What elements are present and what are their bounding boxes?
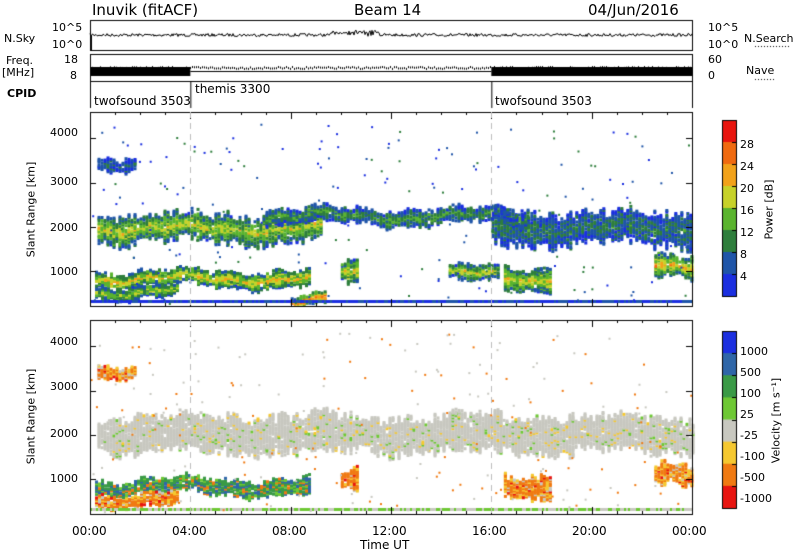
xtick-4: 16:00 (472, 524, 507, 538)
freq-tick-bottom: 8 (70, 69, 77, 82)
station-title: Inuvik (fitACF) (92, 1, 199, 19)
nsky-tick-bottom: 10^0 (52, 38, 83, 51)
vel-cb-tick-100: 100 (740, 387, 761, 400)
power-cb-tick-16: 16 (740, 204, 754, 217)
cpid-segment-2: themis 3300 (195, 82, 271, 96)
velocity-ytick-4000: 4000 (50, 335, 78, 348)
cpid-segment-1: twofsound 3503 (94, 94, 191, 108)
vel-cb-tick-500: 500 (740, 366, 761, 379)
xtick-3: 12:00 (372, 524, 407, 538)
velocity-ytick-2000: 2000 (50, 427, 78, 440)
power-cb-tick-28: 28 (740, 138, 754, 151)
power-ytick-1000: 1000 (50, 265, 78, 278)
cpid-label: CPID (7, 87, 37, 100)
date-label: 04/Jun/2016 (588, 1, 679, 19)
xtick-5: 20:00 (572, 524, 607, 538)
power-cb-tick-8: 8 (740, 248, 747, 261)
vel-cb-tick-m1000: -1000 (740, 492, 772, 505)
nave-tick-top: 60 (708, 53, 722, 66)
xtick-6: 00:00 (672, 524, 707, 538)
vel-cb-tick-25: 25 (740, 408, 754, 421)
velocity-ytick-1000: 1000 (50, 472, 78, 485)
power-ytick-3000: 3000 (50, 175, 78, 188)
power-cb-tick-4: 4 (740, 270, 747, 283)
xtick-2: 08:00 (272, 524, 307, 538)
vel-cb-tick-m100: -100 (740, 450, 765, 463)
xtick-1: 04:00 (172, 524, 207, 538)
nsearch-label: N.Search (744, 32, 794, 45)
nave-label: Nave (746, 64, 775, 77)
freq-unit: [MHz] (2, 66, 35, 79)
freq-label: Freq. (6, 54, 34, 67)
nave-tick-bottom: 0 (708, 69, 715, 82)
power-ytick-2000: 2000 (50, 221, 78, 234)
power-ylabel: Slant Range [km] (24, 161, 38, 258)
velocity-colorbar-label: Velocity [m s⁻¹] (769, 377, 783, 464)
nsearch-tick-top: 10^5 (708, 21, 739, 34)
power-colorbar-label: Power [dB] (762, 179, 776, 240)
cpid-segment-3: twofsound 3503 (495, 94, 592, 108)
nsearch-tick-bottom: 10^0 (708, 38, 739, 51)
nsky-tick-top: 10^5 (52, 21, 83, 34)
beam-label: Beam 14 (354, 1, 422, 19)
power-cb-tick-20: 20 (740, 182, 754, 195)
nsky-label: N.Sky (4, 32, 36, 45)
power-cb-tick-24: 24 (740, 160, 754, 173)
velocity-ytick-3000: 3000 (50, 380, 78, 393)
velocity-ylabel: Slant Range [km] (24, 368, 38, 465)
vel-cb-tick-1000: 1000 (740, 345, 768, 358)
power-cb-tick-12: 12 (740, 226, 754, 239)
xtick-0: 00:00 (72, 524, 107, 538)
power-ytick-4000: 4000 (50, 126, 78, 139)
freq-tick-top: 18 (64, 53, 78, 66)
vel-cb-tick-m25: -25 (740, 429, 758, 442)
vel-cb-tick-m500: -500 (740, 471, 765, 484)
xaxis-title: Time UT (360, 538, 410, 552)
